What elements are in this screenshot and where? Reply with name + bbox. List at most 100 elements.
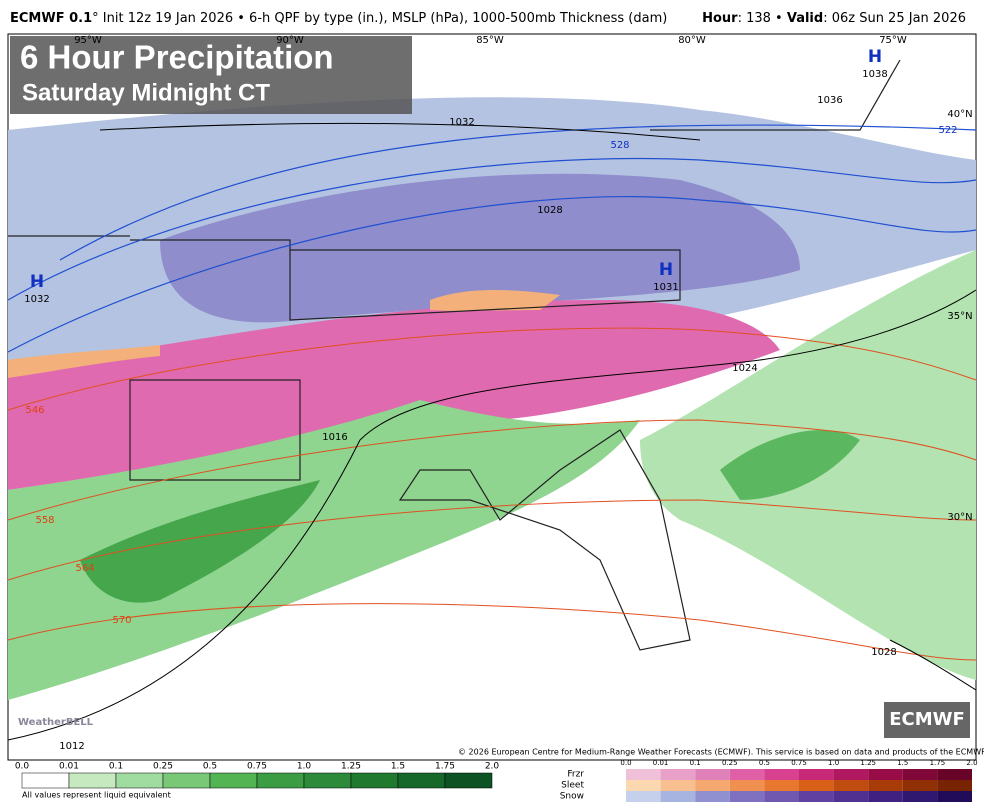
- rain-heavy: [80, 480, 320, 603]
- type-swatch: [902, 769, 938, 780]
- thickness-label: 546: [25, 405, 44, 416]
- isobars: [7, 122, 977, 741]
- title: 6 Hour Precipitation: [20, 39, 334, 76]
- rain-swatch: [397, 772, 446, 789]
- type-tick-label: 1.5: [897, 759, 908, 767]
- isobar-label: 1012: [59, 741, 84, 752]
- type-swatch: [626, 780, 661, 791]
- type-swatch: [799, 791, 834, 802]
- type-swatch: [799, 780, 834, 791]
- type-swatch: [695, 780, 730, 791]
- type-tick-label: 1.25: [860, 759, 876, 767]
- type-swatch: [799, 769, 834, 780]
- type-tick-label: 0.5: [759, 759, 770, 767]
- header-left: ECMWF 0.1° Init 12z 19 Jan 2026 • 6-h QP…: [10, 11, 667, 26]
- weatherbell-logo: WeatherBELL: [18, 717, 94, 728]
- type-tick-label: 0.25: [722, 759, 738, 767]
- sleet: [430, 290, 560, 311]
- high-symbol: H: [659, 260, 673, 280]
- isobar-label: 1036: [817, 95, 842, 106]
- thickness-label: 570: [112, 615, 131, 626]
- legend: All values represent liquid equivalent: [22, 791, 171, 800]
- longitude-label: 75°W: [879, 35, 907, 46]
- type-swatch: [902, 791, 938, 802]
- isobar-label: 1032: [449, 117, 474, 128]
- thickness-blue: [7, 124, 977, 353]
- rain-tick-label: 0.75: [247, 762, 267, 772]
- rain-swatch: [21, 772, 70, 789]
- type-swatch: [729, 791, 765, 802]
- map: 6 Hour Precipitation Saturday Midnight C…: [7, 33, 984, 761]
- rain-swatch: [350, 772, 399, 789]
- type-tick-label: 1.75: [930, 759, 946, 767]
- type-swatch: [729, 780, 765, 791]
- type-swatch: [660, 769, 696, 780]
- freezing-rain: [8, 300, 780, 490]
- ecmwf-logo: ECMWF: [889, 709, 965, 730]
- rain: [8, 400, 640, 700]
- type-swatch: [937, 780, 972, 791]
- type-swatch: [729, 769, 765, 780]
- type-tick-label: 0.01: [653, 759, 669, 767]
- thickness-label: 564: [75, 563, 94, 574]
- model: ECMWF 0.1: [10, 11, 92, 26]
- type-swatch: [660, 791, 696, 802]
- type-label: Frzr: [567, 770, 584, 780]
- type-tick-label: 0.1: [690, 759, 701, 767]
- type-tick-label: 0.0: [620, 759, 631, 767]
- thickness-label: 528: [610, 140, 629, 151]
- type-swatch: [695, 769, 730, 780]
- thickness-red: [7, 327, 977, 661]
- type-swatch: [695, 791, 730, 802]
- isobar-label: 1028: [537, 205, 562, 216]
- isobar-label: 1024: [732, 363, 757, 374]
- rain-tick-label: 1.75: [435, 762, 455, 772]
- rain-tick-label: 0.1: [109, 762, 123, 772]
- rain-tick-label: 1.25: [341, 762, 361, 772]
- rain-atlantic-heavy: [720, 430, 860, 500]
- rain-tick-label: 0.5: [203, 762, 217, 772]
- type-swatch: [626, 791, 661, 802]
- rain-tick-label: 0.0: [15, 762, 30, 772]
- rain-tick-label: 2.0: [485, 762, 500, 772]
- type-swatch: [833, 780, 869, 791]
- high-pressure: 1031: [653, 282, 678, 293]
- valid-label: Valid: [787, 11, 823, 26]
- type-swatch: [937, 791, 972, 802]
- latitude-label: 40°N: [947, 109, 972, 120]
- header-right: Hour: 138 • Valid: 06z Sun 25 Jan 2026: [702, 11, 966, 26]
- rain-tick-label: 1.5: [391, 762, 405, 772]
- rain-swatch: [303, 772, 352, 789]
- rain-tick-label: 1.0: [297, 762, 312, 772]
- thickness-label: 558: [35, 515, 54, 526]
- latitude-label: 35°N: [947, 311, 972, 322]
- type-swatch: [868, 791, 903, 802]
- type-swatch: [833, 769, 869, 780]
- isobar-label: 1016: [322, 432, 347, 443]
- rain-swatch: [162, 772, 211, 789]
- type-tick-label: 0.75: [791, 759, 807, 767]
- high-symbol: H: [868, 47, 882, 67]
- borders: [8, 59, 901, 651]
- type-swatch: [868, 769, 903, 780]
- longitude-label: 95°W: [74, 35, 102, 46]
- type-label: Snow: [560, 792, 584, 802]
- legend-note: All values represent liquid equivalent: [22, 791, 171, 800]
- sleet-2: [8, 345, 160, 378]
- thickness-label: 522: [938, 125, 957, 136]
- type-swatch: [764, 791, 799, 802]
- type-swatch: [660, 780, 696, 791]
- rain-tick-label: 0.25: [153, 762, 173, 772]
- degree: °: [92, 11, 99, 26]
- high-pressure: 1038: [862, 69, 887, 80]
- type-swatch: [868, 780, 903, 791]
- hour: : 138 •: [738, 11, 787, 26]
- ecmwf-logo-box: [884, 702, 970, 738]
- longitude-label: 90°W: [276, 35, 304, 46]
- latitude-label: 30°N: [947, 512, 972, 523]
- isobar-label: 1028: [871, 647, 896, 658]
- rain-swatch: [115, 772, 164, 789]
- rain-swatch: [444, 772, 493, 789]
